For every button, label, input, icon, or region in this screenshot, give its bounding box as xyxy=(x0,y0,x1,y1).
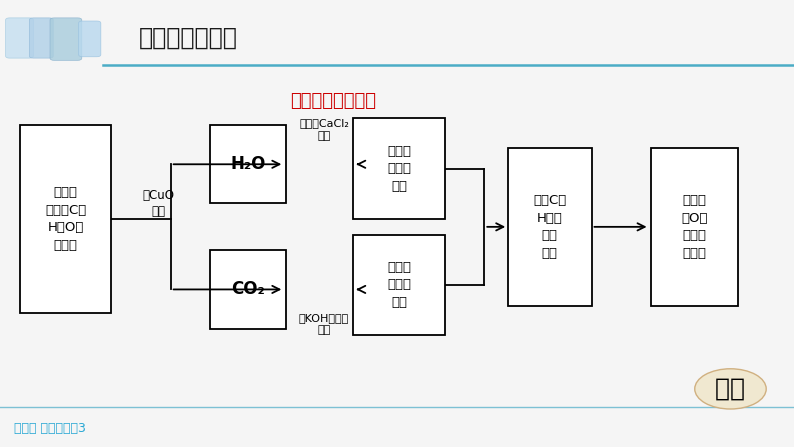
Circle shape xyxy=(695,369,766,409)
Text: 测得前
后的质
量差: 测得前 后的质 量差 xyxy=(387,145,411,193)
FancyBboxPatch shape xyxy=(210,250,286,329)
Text: CO₂: CO₂ xyxy=(231,280,265,299)
Text: 李比希元素分析法: 李比希元素分析法 xyxy=(291,92,376,110)
Text: 人教版 选择性必修3: 人教版 选择性必修3 xyxy=(14,422,87,435)
FancyBboxPatch shape xyxy=(20,125,111,313)
Text: 加CuO
氧化: 加CuO 氧化 xyxy=(143,189,175,218)
FancyBboxPatch shape xyxy=(79,21,101,57)
Text: 用无水CaCl₂
吸收: 用无水CaCl₂ 吸收 xyxy=(299,118,349,141)
Text: 计算C、
H原子
质量
分数: 计算C、 H原子 质量 分数 xyxy=(534,194,566,260)
FancyBboxPatch shape xyxy=(353,235,445,335)
Text: 👨‍🔬: 👨‍🔬 xyxy=(715,377,746,401)
FancyBboxPatch shape xyxy=(651,148,738,306)
FancyBboxPatch shape xyxy=(210,125,286,203)
Text: 用KOH浓溶液
吸收: 用KOH浓溶液 吸收 xyxy=(299,313,349,335)
FancyBboxPatch shape xyxy=(353,118,445,219)
Text: H₂O: H₂O xyxy=(230,155,266,173)
FancyBboxPatch shape xyxy=(6,18,33,58)
Text: 一、确定实验式: 一、确定实验式 xyxy=(139,26,238,50)
Text: 剩余得
为O原
子的质
量分数: 剩余得 为O原 子的质 量分数 xyxy=(681,194,708,260)
FancyBboxPatch shape xyxy=(508,148,592,306)
FancyBboxPatch shape xyxy=(29,18,53,58)
Text: 取一定
量仅含C、
H、O的
有机物: 取一定 量仅含C、 H、O的 有机物 xyxy=(45,186,86,252)
Text: 测得前
后的质
量差: 测得前 后的质 量差 xyxy=(387,261,411,309)
FancyBboxPatch shape xyxy=(50,18,82,60)
